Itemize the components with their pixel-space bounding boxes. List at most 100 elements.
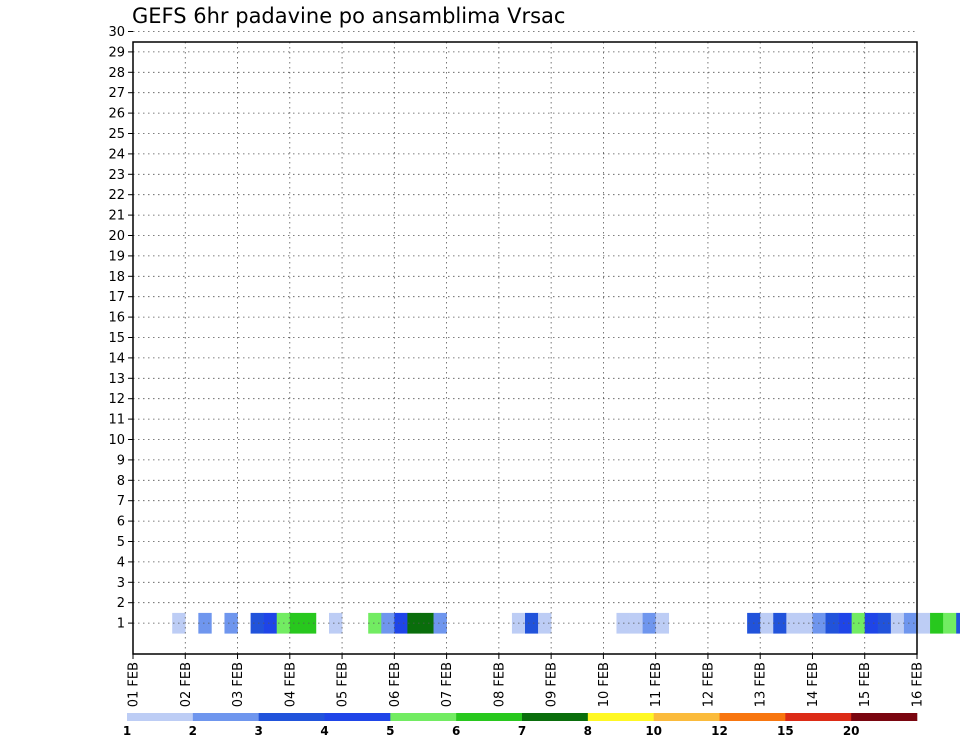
y-tick-label: 22 (108, 188, 125, 203)
y-tick-label: 23 (108, 168, 125, 183)
heatmap-cell (890, 612, 905, 634)
colorbar-label: 20 (843, 724, 860, 738)
colorbar-swatch (127, 713, 194, 721)
x-tick-label: 15 FEB (858, 662, 873, 707)
heatmap-cell (825, 612, 839, 634)
y-tick-label: 10 (108, 433, 125, 448)
x-tick-label: 02 FEB (179, 662, 194, 707)
colorbar-label: 7 (518, 724, 526, 738)
colorbar-swatch (653, 713, 720, 721)
heatmap-cell (655, 612, 670, 634)
x-tick-label: 14 FEB (806, 662, 821, 707)
heatmap-cell (224, 612, 238, 634)
heatmap-cell (799, 612, 813, 634)
y-tick-label: 9 (117, 453, 125, 468)
heatmap-cell (943, 612, 957, 634)
heatmap-cell (525, 612, 539, 634)
y-tick-label: 28 (108, 66, 125, 81)
heatmap-cell (433, 612, 447, 634)
heatmap-cell (917, 612, 931, 634)
colorbar-swatch (587, 713, 654, 721)
heatmap-cell (329, 612, 343, 634)
y-tick-label: 15 (108, 331, 125, 346)
heatmap-cell (864, 612, 879, 634)
colorbar-swatch (324, 713, 391, 721)
heatmap-cell (394, 612, 408, 634)
y-tick-label: 24 (108, 147, 125, 162)
y-tick-label: 13 (108, 372, 125, 387)
x-tick-label: 03 FEB (231, 662, 246, 707)
y-tick-label: 3 (117, 576, 125, 591)
colorbar-label: 3 (254, 724, 262, 738)
heatmap-cell (956, 612, 960, 634)
x-tick-label: 05 FEB (336, 662, 351, 707)
y-tick-label: 30 (108, 25, 125, 40)
colorbar-label: 1 (123, 724, 131, 738)
y-tick-label: 25 (108, 127, 125, 142)
y-tick-label: 20 (108, 229, 125, 244)
colorbar-label: 8 (584, 724, 592, 738)
heatmap-cell (289, 612, 304, 634)
y-tick-label: 12 (108, 392, 125, 407)
colorbar-swatch (258, 713, 325, 721)
heatmap-cell (420, 612, 434, 634)
y-tick-label: 11 (108, 413, 125, 428)
x-tick-label: 11 FEB (649, 662, 664, 707)
colorbar-label: 4 (320, 724, 328, 738)
x-tick-label: 09 FEB (545, 662, 560, 707)
colorbar-swatch (522, 713, 589, 721)
y-tick-label: 21 (108, 209, 125, 224)
y-tick-label: 19 (108, 249, 125, 264)
heatmap-cell (263, 612, 278, 634)
heatmap-cell (381, 612, 395, 634)
y-tick-label: 5 (117, 535, 125, 550)
axes: 1234567891011121314151617181920212223242… (108, 25, 925, 707)
colorbar-swatch (456, 713, 523, 721)
y-tick-label: 8 (117, 474, 125, 489)
plot-frame (132, 41, 918, 655)
y-tick-label: 1 (117, 617, 125, 632)
x-tick-label: 12 FEB (701, 662, 716, 707)
colorbar-label: 12 (711, 724, 728, 738)
heatmap-cell (773, 612, 787, 634)
heatmap-cell (250, 612, 264, 634)
y-tick-label: 2 (117, 596, 125, 611)
colorbar-label: 15 (777, 724, 794, 738)
y-tick-label: 6 (117, 515, 125, 530)
colorbar-swatch (719, 713, 786, 721)
heatmap-cell (760, 612, 774, 634)
x-tick-label: 10 FEB (597, 662, 612, 707)
colorbar-label: 6 (452, 724, 460, 738)
x-tick-label: 13 FEB (754, 662, 769, 707)
heatmap-cell (903, 612, 918, 634)
heatmap-cell (538, 612, 552, 634)
x-tick-label: 01 FEB (127, 662, 142, 707)
colorbar-label: 2 (189, 724, 197, 738)
y-tick-label: 16 (108, 311, 125, 326)
colorbar-label: 10 (645, 724, 662, 738)
colorbar-swatch (851, 713, 918, 721)
grid-lines (133, 31, 917, 654)
heatmap-cell (629, 612, 643, 634)
y-tick-label: 7 (117, 494, 125, 509)
colorbar-swatch (785, 713, 852, 721)
chart-title: GEFS 6hr padavine po ansamblima Vrsac (132, 4, 566, 28)
x-tick-label: 16 FEB (911, 662, 926, 707)
x-tick-label: 06 FEB (388, 662, 403, 707)
heatmap-cell (838, 612, 852, 634)
x-tick-label: 04 FEB (283, 662, 298, 707)
y-tick-label: 26 (108, 107, 125, 122)
x-tick-label: 07 FEB (440, 662, 455, 707)
y-tick-label: 4 (117, 555, 125, 570)
y-tick-label: 18 (108, 270, 125, 285)
y-tick-label: 17 (108, 290, 125, 305)
colorbar-swatch (192, 713, 259, 721)
heatmap-cell (930, 612, 944, 634)
heatmap-cell (368, 612, 382, 634)
y-tick-label: 14 (108, 351, 125, 366)
colorbar-swatch (390, 713, 457, 721)
colorbar: 1 2 3 4 5 6 7 8 10 12 15 20 (123, 713, 918, 738)
colorbar-label: 5 (386, 724, 394, 738)
y-tick-label: 29 (108, 45, 125, 60)
